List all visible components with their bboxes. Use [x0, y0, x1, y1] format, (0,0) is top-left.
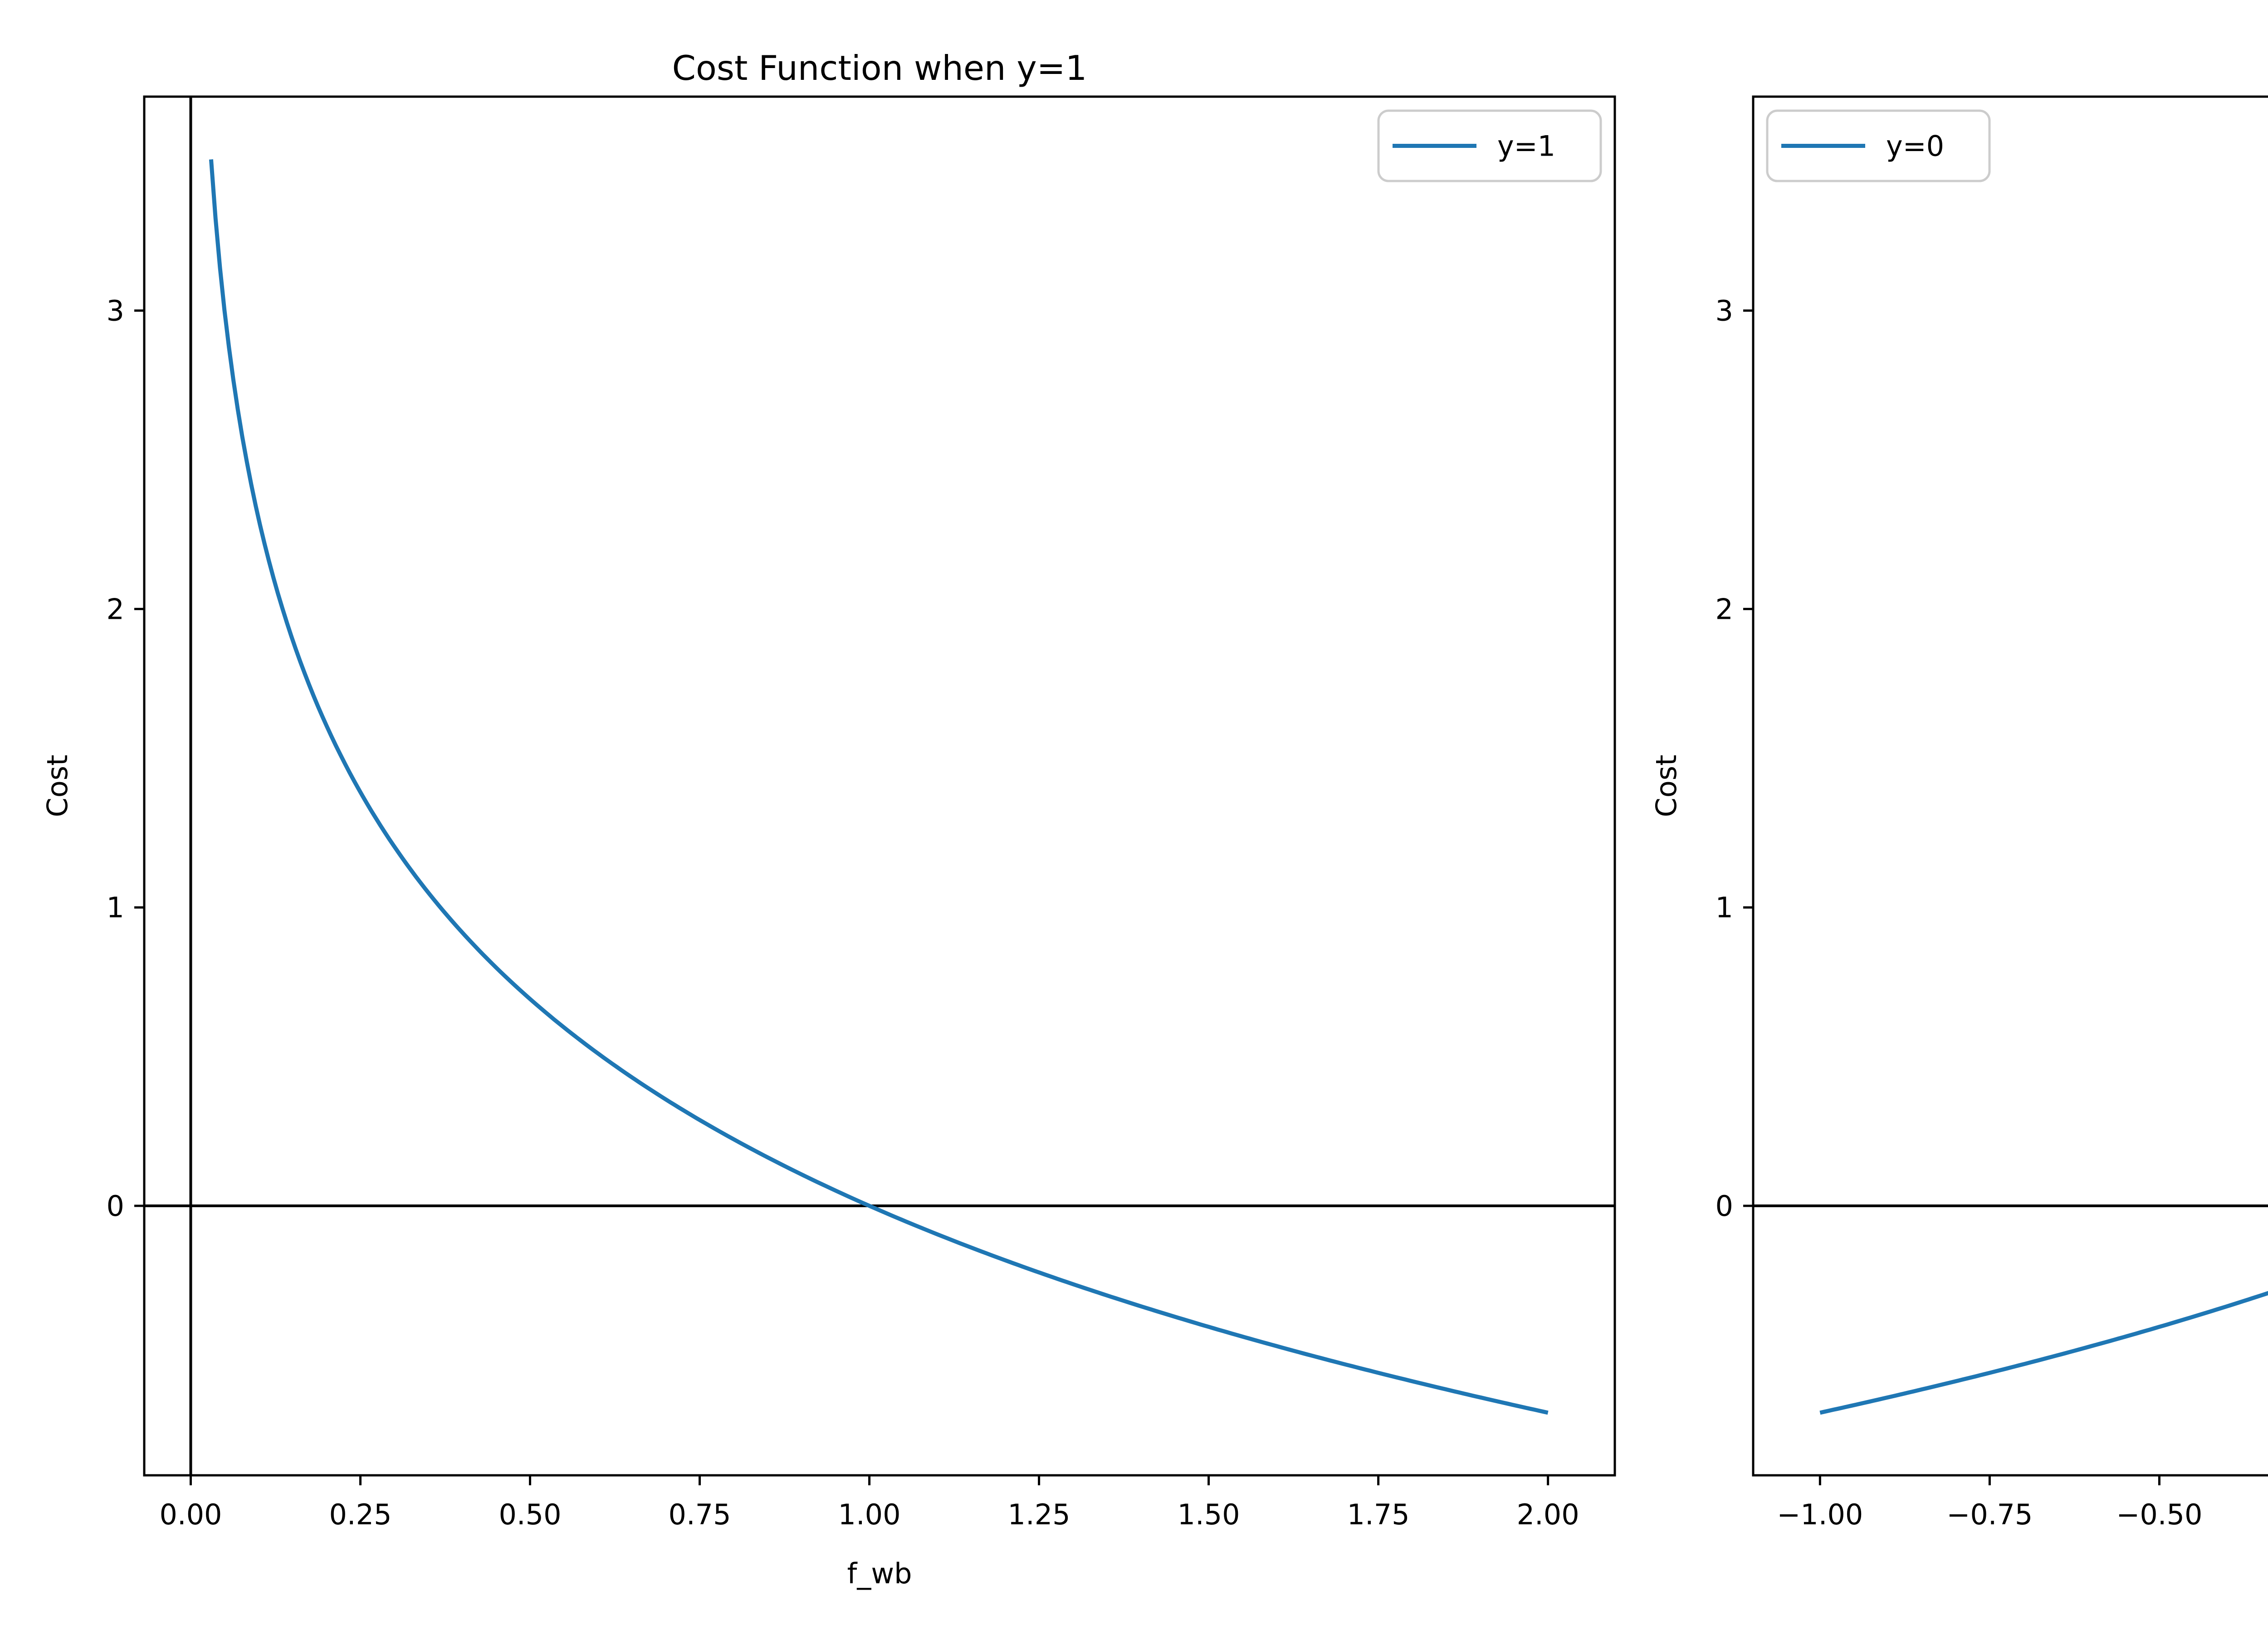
x-tick-label-y1: 0.75 [669, 1498, 731, 1531]
x-tick-label-y0: −0.75 [1946, 1498, 2033, 1531]
x-tick-label-y1: 1.75 [1347, 1498, 1410, 1531]
x-tick-label-y1: 0.25 [329, 1498, 391, 1531]
x-tick-label-y0: −1.00 [1777, 1498, 1863, 1531]
x-axis-label-y1: f_wb [847, 1557, 912, 1590]
y-tick-label-y0: 3 [1716, 294, 1733, 328]
plot-title-y1: Cost Function when y=1 [672, 48, 1087, 88]
y-tick-label-y1: 2 [107, 592, 124, 626]
x-tick-label-y1: 1.00 [838, 1498, 901, 1531]
cost-curve-y0 [1819, 1291, 2268, 1415]
y-tick-label-y1: 0 [107, 1190, 124, 1223]
y-tick-label-y1: 3 [107, 294, 124, 328]
axes-spines-y0 [1752, 95, 2268, 1477]
y-tick-label-y0: 2 [1716, 592, 1733, 626]
x-tick-label-y1: 0.50 [499, 1498, 561, 1531]
y-tick-label-y0: 0 [1716, 1190, 1733, 1223]
y-axis-label-y0: Cost [1650, 755, 1683, 818]
y-tick-label-y0: 1 [1716, 891, 1733, 924]
cost-curve-y1 [209, 159, 1549, 1415]
y-axis-label-y1: Cost [41, 755, 74, 818]
x-tick-label-y1: 1.25 [1008, 1498, 1070, 1531]
x-tick-label-y1: 1.50 [1178, 1498, 1240, 1531]
y-tick-label-y1: 1 [107, 891, 124, 924]
x-tick-label-y1: 0.00 [159, 1498, 222, 1531]
x-tick-label-y1: 2.00 [1517, 1498, 1579, 1531]
legend-label-y0: y=0 [1886, 130, 1944, 163]
legend-box-y0 [1766, 109, 1991, 182]
x-tick-label-y0: −0.50 [2116, 1498, 2202, 1531]
legend-box-y1 [1377, 109, 1602, 182]
axes-spines-y1 [143, 95, 1616, 1477]
legend-label-y1: y=1 [1497, 130, 1555, 163]
